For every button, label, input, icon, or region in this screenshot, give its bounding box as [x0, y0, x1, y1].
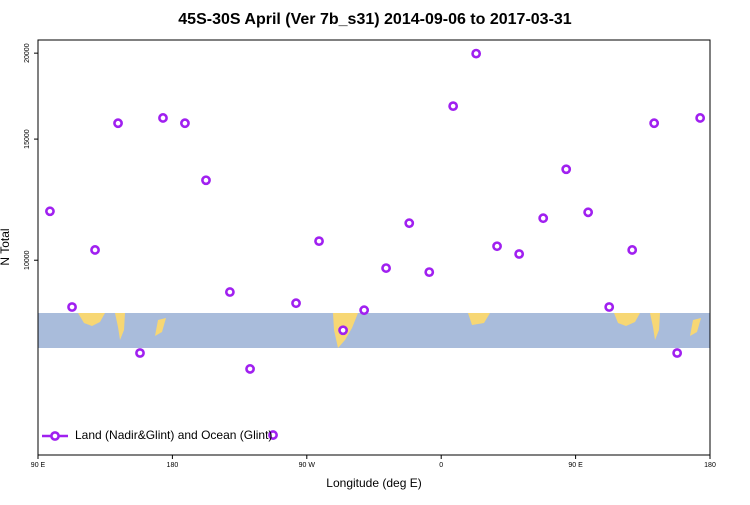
point: [314, 236, 324, 247]
x-tick-label: 0: [439, 462, 443, 469]
point: [561, 164, 572, 175]
legend-marker: [50, 431, 60, 441]
point: [201, 175, 211, 186]
point: [404, 218, 415, 229]
point: [604, 302, 615, 312]
point: [381, 263, 391, 273]
point: [695, 113, 706, 123]
point: [135, 348, 145, 358]
y-axis-label: N Total: [0, 228, 12, 265]
point: [291, 298, 301, 309]
y-tick-label: 10000: [24, 250, 31, 270]
point: [514, 249, 525, 259]
map-band: [38, 313, 710, 348]
x-tick-label: 90 W: [299, 462, 316, 469]
point: [672, 348, 683, 358]
x-tick-label: 180: [704, 462, 716, 469]
point: [90, 245, 100, 255]
point: [224, 287, 235, 297]
y-tick-label: 15000: [24, 129, 31, 149]
point: [471, 48, 482, 59]
chart-title: 45S-30S April (Ver 7b_s31) 2014-09-06 to…: [178, 11, 572, 28]
point: [158, 113, 168, 123]
point: [113, 118, 123, 129]
x-tick-label: 180: [167, 462, 179, 469]
point: [45, 206, 55, 217]
legend-label: Land (Nadir&Glint) and Ocean (Glint): [75, 428, 272, 442]
y-tick-label: 20000: [24, 43, 31, 63]
x-axis-label: Longitude (deg E): [326, 476, 421, 490]
point: [649, 118, 660, 129]
x-tick-label: 90 E: [568, 462, 583, 469]
point: [268, 430, 278, 440]
point: [359, 305, 370, 316]
point: [245, 364, 255, 374]
point: [538, 213, 549, 224]
point: [492, 241, 502, 252]
point: [448, 101, 459, 112]
point: [424, 267, 435, 278]
point: [67, 302, 77, 312]
point: [627, 245, 638, 255]
point: [583, 207, 594, 218]
point: [180, 118, 190, 129]
plot-frame: [37, 39, 711, 456]
point: [338, 325, 348, 336]
x-tick-label: 90 E: [31, 462, 46, 469]
